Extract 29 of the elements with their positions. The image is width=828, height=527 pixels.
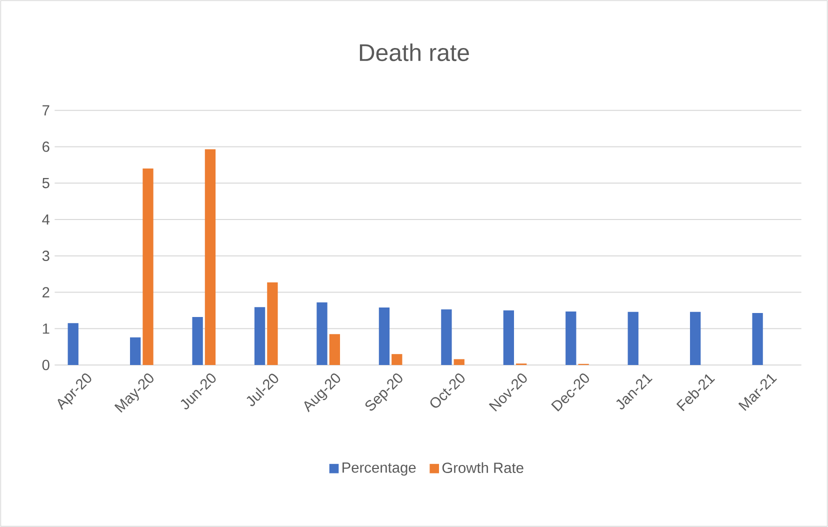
bar bbox=[192, 316, 203, 365]
bar bbox=[130, 337, 141, 365]
y-tick-label: 3 bbox=[42, 250, 50, 262]
bar bbox=[628, 312, 638, 365]
bar bbox=[566, 312, 576, 365]
chart-title: Death rate bbox=[360, 44, 469, 62]
legend-label: Growth Rate bbox=[442, 462, 524, 474]
bar bbox=[441, 309, 452, 365]
y-tick-label: 1 bbox=[42, 324, 50, 334]
bar bbox=[329, 334, 340, 365]
bar bbox=[503, 310, 514, 365]
bar bbox=[392, 354, 402, 365]
y-tick-label: 6 bbox=[42, 142, 50, 152]
legend-label: Percentage bbox=[342, 462, 416, 476]
y-tick-label: 4 bbox=[42, 214, 50, 225]
bar bbox=[254, 307, 266, 365]
y-tick-label: 2 bbox=[42, 287, 50, 298]
bar bbox=[378, 308, 390, 365]
bar bbox=[142, 168, 154, 365]
bar bbox=[690, 312, 701, 365]
bar bbox=[267, 282, 278, 365]
y-tick-label: 7 bbox=[42, 105, 50, 116]
y-tick-label: 0 bbox=[42, 360, 50, 370]
y-tick-label: 5 bbox=[42, 178, 50, 188]
bar bbox=[752, 312, 763, 365]
bar bbox=[454, 359, 464, 365]
bar bbox=[316, 302, 328, 365]
bar bbox=[204, 149, 216, 365]
bar bbox=[68, 323, 78, 365]
